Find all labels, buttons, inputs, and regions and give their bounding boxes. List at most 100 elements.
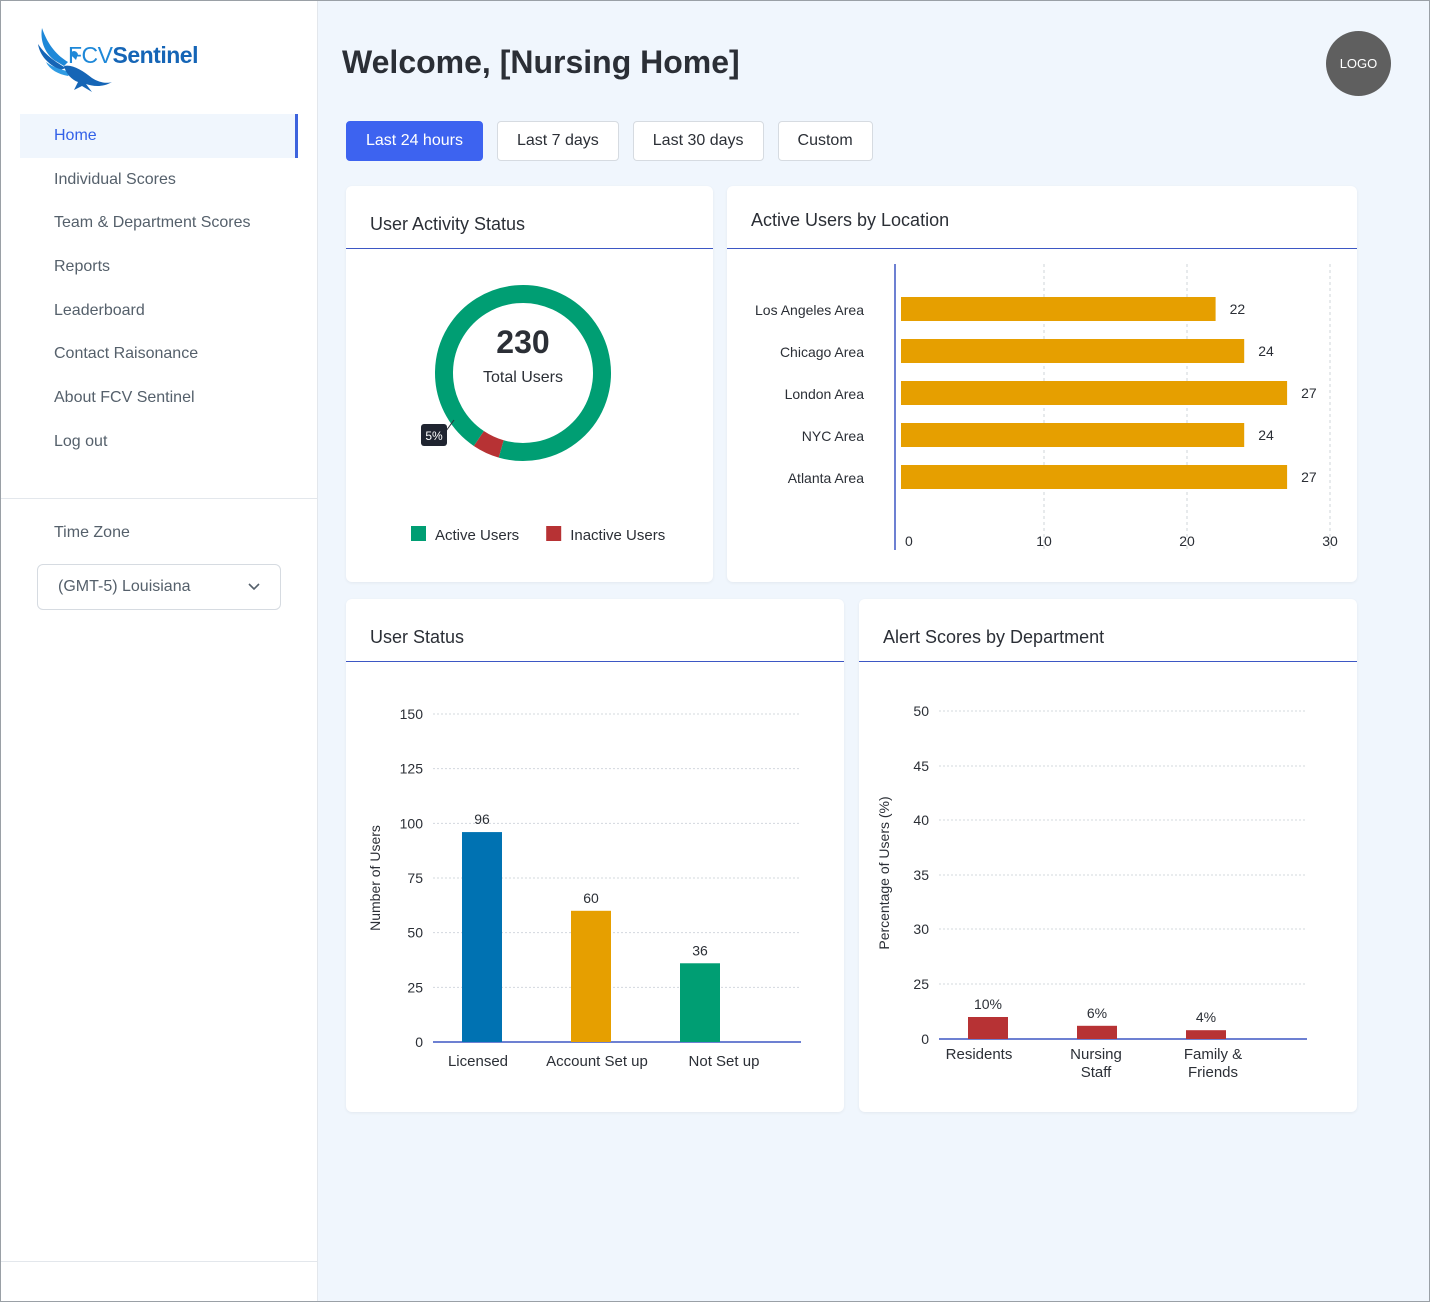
data-label: 24 [1258,427,1274,443]
timezone-value: (GMT-5) Louisiana [58,578,191,595]
x-tick-label: Account Set up [546,1053,648,1070]
timezone-select[interactable]: (GMT-5) Louisiana [37,564,281,610]
data-label: 27 [1301,385,1317,401]
bar [1186,1030,1226,1039]
card-user-status: User Status 0 25 50 75 100 125 150 Number of Us… [346,599,844,1112]
page-title: Welcome, [Nursing Home] [342,44,740,80]
x-tick-label: Not Set up [689,1053,760,1070]
card-user-activity-status: User Activity Status 230 Total Users 5% Act… [346,186,713,582]
y-tick-label: 45 [913,758,929,774]
legend-label: Inactive Users [570,527,665,544]
bar [901,339,1245,363]
bar [968,1017,1008,1039]
card-divider [859,661,1357,662]
bar [1077,1025,1117,1039]
sidebar: FCVSentinel Home Individual Scores Team … [0,0,318,1302]
data-label: 36 [692,942,708,958]
data-label: 6% [1087,1005,1107,1021]
card-divider [346,248,713,249]
y-tick-label: 25 [407,979,423,995]
sidebar-item-contact-raisonance[interactable]: Contact Raisonance [54,345,199,363]
y-tick-label: NYC Area [802,428,864,444]
bar [571,910,611,1042]
donut-callout-box [421,424,447,446]
x-tick-label: Licensed [448,1053,508,1070]
y-tick-label: London Area [785,386,865,402]
eagle-icon [38,28,112,92]
card-title: Active Users by Location [751,210,950,230]
y-tick-label: 30 [913,921,929,937]
data-label: 22 [1230,301,1246,317]
data-label: 4% [1196,1009,1216,1025]
bar [901,297,1216,321]
donut-callout-label: 5% [425,429,443,443]
x-tick-label: Nursing [1070,1046,1122,1063]
filter-last-30-days[interactable]: Last 30 days [632,121,764,161]
sidebar-item-team-department-scores[interactable]: Team & Department Scores [54,214,251,232]
filter-last-7-days[interactable]: Last 7 days [496,121,619,161]
card-title: User Status [370,627,465,647]
sidebar-item-logout[interactable]: Log out [54,432,108,450]
data-label: 27 [1301,469,1317,485]
card-divider [346,661,844,662]
donut-callout-line [445,419,455,432]
sidebar-item-home[interactable]: Home [20,114,298,158]
x-tick-label: Residents [946,1046,1013,1063]
legend-swatch [411,526,426,541]
donut-center-value: 230 [496,324,549,360]
y-tick-label: 100 [400,815,424,831]
brand-logo[interactable]: FCVSentinel [36,26,236,98]
y-tick-label: 25 [913,976,929,992]
y-tick-label: Chicago Area [780,344,864,360]
filter-custom[interactable]: Custom [777,121,873,161]
data-label: 24 [1258,343,1274,359]
y-axis-label: Percentage of Users (%) [876,796,892,949]
x-tick-label: Family & [1184,1046,1242,1063]
donut-slice-active-users [435,285,611,461]
account-logo[interactable]: LOGO [1326,31,1391,96]
y-tick-label: 40 [913,812,929,828]
bar [901,381,1288,405]
x-tick-label: Staff [1081,1064,1112,1081]
y-tick-label: Atlanta Area [788,470,864,486]
sidebar-item-leaderboard[interactable]: Leaderboard [54,301,145,319]
card-divider [727,248,1357,249]
data-label: 60 [583,890,599,906]
y-tick-label: 50 [913,703,929,719]
date-range-filters: Last 24 hours Last 7 days Last 30 days C… [346,121,873,161]
sidebar-footer-divider [0,1261,318,1262]
data-label: 96 [474,811,490,827]
chevron-down-icon [248,583,260,591]
sidebar-item-reports[interactable]: Reports [54,257,111,275]
legend-label: Active Users [435,527,519,544]
user-status-bar-chart: 0 25 50 75 100 125 150 Number of Users 96 License… [367,706,801,1070]
card-active-users-by-location: Active Users by Location 0 10 20 30 Los Ange… [727,186,1357,582]
brand-prefix: FCV [68,42,113,68]
x-tick-label: 0 [905,533,913,549]
bar [680,963,720,1042]
x-tick-label: 20 [1179,533,1195,549]
y-tick-label: 35 [913,867,929,883]
sidebar-item-individual-scores[interactable]: Individual Scores [54,170,176,188]
donut-center-label: Total Users [483,369,563,386]
filter-last-24-hours[interactable]: Last 24 hours [346,121,483,161]
bar [901,423,1245,447]
bar [901,465,1288,489]
donut-chart: 230 Total Users 5% Active Users Inactive Use… [411,285,665,544]
sidebar-divider [0,498,318,499]
x-tick-label: Friends [1188,1064,1238,1081]
sidebar-item-about[interactable]: About FCV Sentinel [54,388,195,406]
sidebar-nav: Home Individual Scores Team & Department… [20,114,298,464]
alert-scores-bar-chart: 0 25 30 35 40 45 50 Percentage of Users (%) 10% R… [876,703,1307,1081]
y-tick-label: 0 [921,1031,929,1047]
y-axis-label: Number of Users [367,825,383,931]
y-tick-label: 50 [407,925,423,941]
brand-name: FCVSentinel [68,42,198,69]
card-alert-scores: Alert Scores by Department 0 25 30 35 40 45 50… [859,599,1357,1112]
data-label: 10% [974,996,1002,1012]
y-tick-label: 150 [400,706,424,722]
y-tick-label: 75 [407,870,423,886]
legend-swatch [546,526,562,541]
donut-slice-inactive-users [473,430,505,458]
x-tick-label: 10 [1036,533,1052,549]
